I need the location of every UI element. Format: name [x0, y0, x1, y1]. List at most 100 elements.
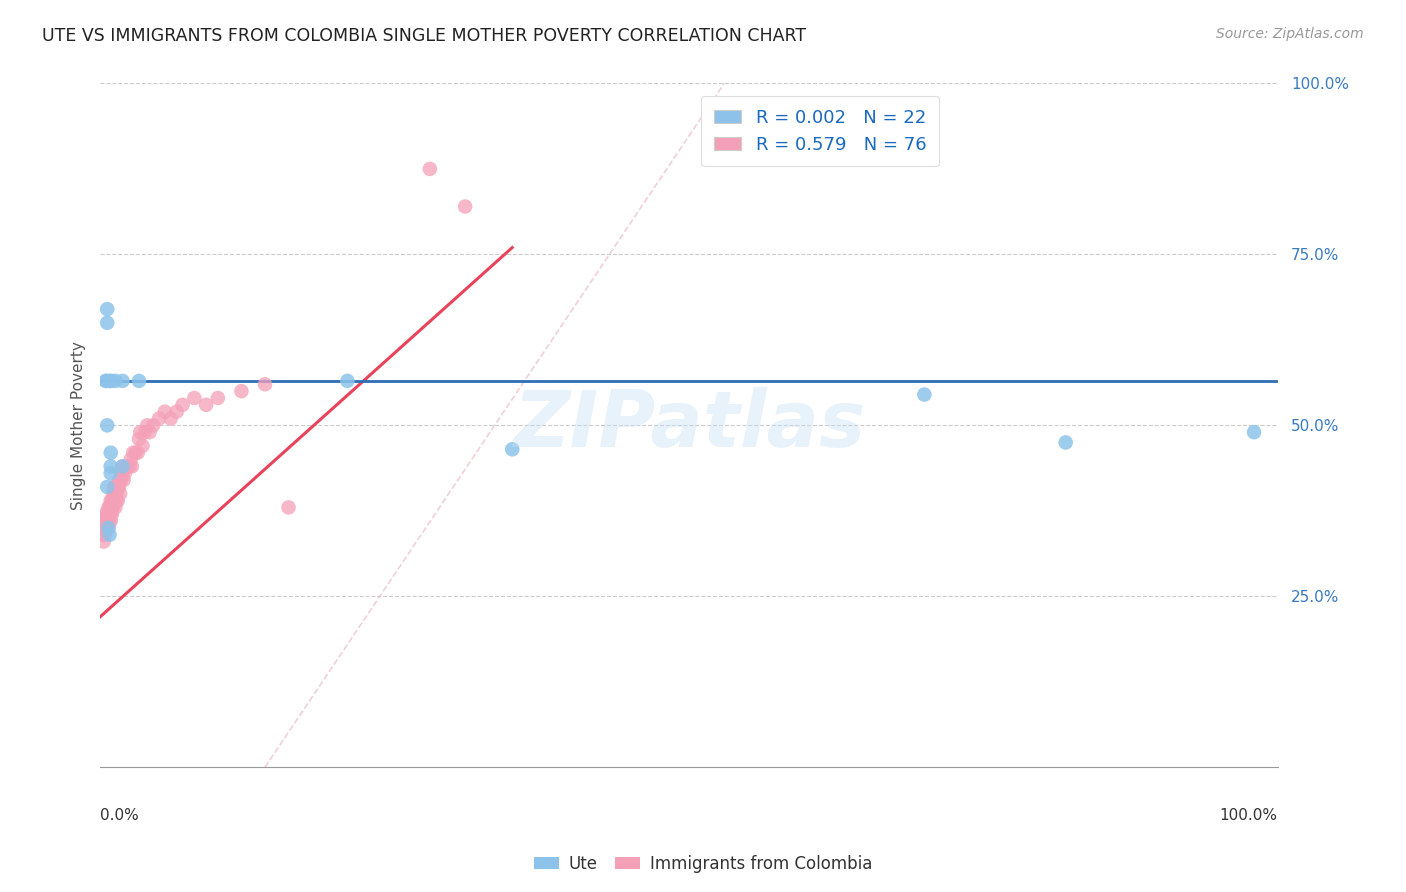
Point [101, 487, 124, 501]
Point [94, 508, 117, 522]
Point [97, 521, 120, 535]
Point [101, 508, 124, 522]
Point [96, 508, 118, 522]
Point [100, 514, 122, 528]
Text: UTE VS IMMIGRANTS FROM COLOMBIA SINGLE MOTHER POVERTY CORRELATION CHART: UTE VS IMMIGRANTS FROM COLOMBIA SINGLE M… [42, 27, 806, 45]
Point [101, 500, 124, 515]
Text: 0.0%: 0.0% [100, 808, 139, 823]
Point [98, 514, 121, 528]
Point [104, 374, 127, 388]
Point [100, 500, 122, 515]
Point [105, 487, 128, 501]
Point [1243, 425, 1265, 440]
Point [100, 467, 122, 481]
Point [101, 493, 124, 508]
Point [105, 480, 128, 494]
Point [103, 493, 125, 508]
Point [100, 493, 122, 508]
Point [97, 514, 120, 528]
Point [134, 425, 156, 440]
Point [96, 418, 118, 433]
Point [100, 508, 122, 522]
Point [107, 493, 129, 508]
Point [115, 459, 138, 474]
Point [207, 391, 229, 405]
Point [98, 500, 121, 515]
Point [104, 493, 127, 508]
Point [112, 473, 135, 487]
Point [98, 508, 121, 522]
Point [159, 411, 181, 425]
Point [100, 446, 122, 460]
Point [94, 374, 117, 388]
Point [277, 500, 299, 515]
Point [96, 480, 118, 494]
Point [419, 161, 441, 176]
Point [138, 425, 160, 440]
Legend: Ute, Immigrants from Colombia: Ute, Immigrants from Colombia [527, 848, 879, 880]
Point [142, 418, 165, 433]
Point [101, 500, 124, 515]
Point [104, 480, 127, 494]
Text: Source: ZipAtlas.com: Source: ZipAtlas.com [1216, 27, 1364, 41]
Point [122, 446, 145, 460]
Point [93, 521, 115, 535]
Point [183, 391, 205, 405]
Point [94, 521, 117, 535]
Point [1054, 435, 1077, 450]
Point [103, 487, 125, 501]
Point [108, 487, 131, 501]
Point [100, 459, 122, 474]
Point [98, 528, 121, 542]
Point [153, 405, 176, 419]
Point [231, 384, 253, 399]
Point [118, 459, 141, 474]
Point [336, 374, 359, 388]
Point [136, 418, 159, 433]
Point [96, 302, 118, 317]
Point [100, 374, 122, 388]
Point [97, 500, 120, 515]
Point [120, 452, 142, 467]
Point [94, 528, 117, 542]
Point [115, 459, 138, 474]
Text: ZIPatlas: ZIPatlas [513, 387, 865, 463]
Point [121, 459, 143, 474]
Point [111, 459, 134, 474]
Point [111, 459, 134, 474]
Point [93, 534, 115, 549]
Point [110, 467, 132, 481]
Point [108, 480, 131, 494]
Point [96, 316, 118, 330]
Point [103, 480, 125, 494]
Point [97, 508, 120, 522]
Point [97, 521, 120, 535]
Point [105, 493, 128, 508]
Point [128, 432, 150, 446]
Point [195, 398, 218, 412]
Point [454, 200, 477, 214]
Point [94, 514, 117, 528]
Legend: R = 0.002   N = 22, R = 0.579   N = 76: R = 0.002 N = 22, R = 0.579 N = 76 [702, 95, 939, 166]
Text: 100.0%: 100.0% [1219, 808, 1278, 823]
Point [94, 374, 117, 388]
Point [912, 387, 935, 401]
Point [110, 473, 132, 487]
Point [108, 473, 131, 487]
Point [94, 514, 117, 528]
Point [501, 442, 523, 457]
Point [253, 377, 276, 392]
Point [111, 374, 134, 388]
Point [166, 405, 188, 419]
Point [131, 439, 153, 453]
Point [111, 467, 134, 481]
Point [96, 514, 118, 528]
Point [148, 411, 170, 425]
Point [101, 493, 124, 508]
Point [93, 528, 115, 542]
Point [129, 425, 152, 440]
Y-axis label: Single Mother Poverty: Single Mother Poverty [72, 341, 86, 510]
Point [104, 500, 127, 515]
Point [107, 480, 129, 494]
Point [108, 473, 131, 487]
